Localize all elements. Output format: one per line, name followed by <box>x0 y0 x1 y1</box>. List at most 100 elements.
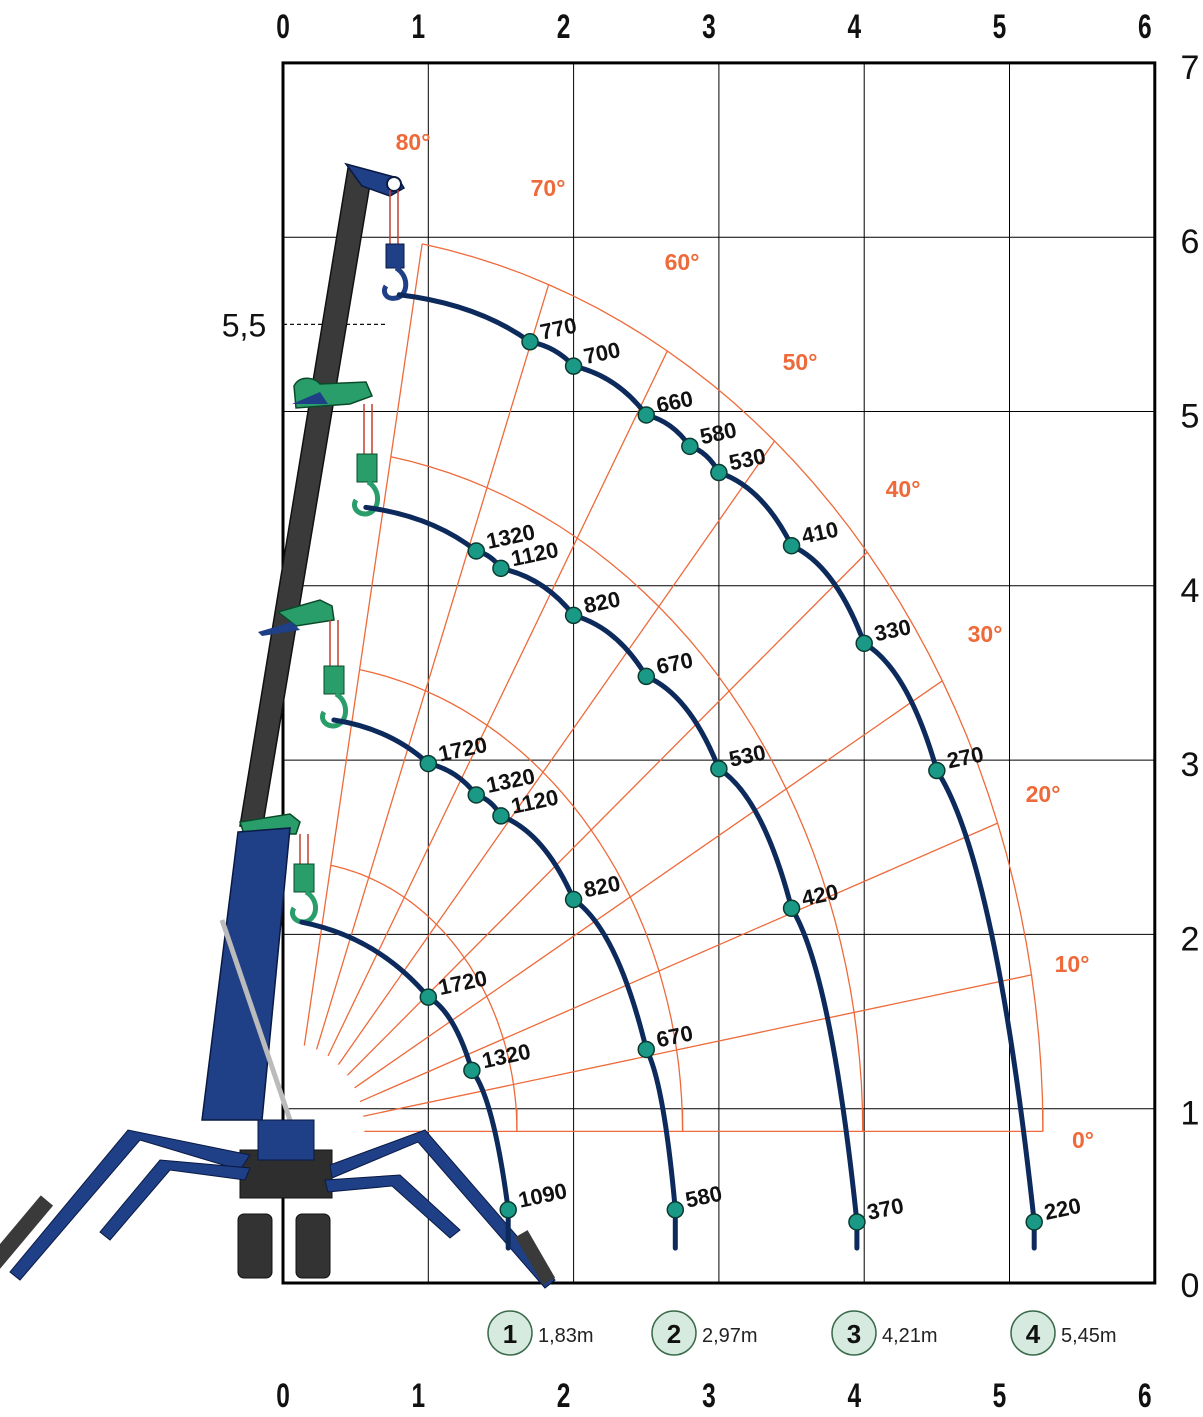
load-label: 820 <box>581 586 622 618</box>
load-label: 1720 <box>436 965 489 1000</box>
angle-label: 20° <box>1026 781 1061 807</box>
config-badge-number: 2 <box>667 1319 681 1349</box>
load-point <box>499 1201 517 1219</box>
load-point <box>492 807 510 825</box>
chart-grid <box>281 61 1157 1285</box>
y-tick: 1 <box>1181 1095 1200 1133</box>
x-tick-bottom: 1 <box>411 1377 425 1415</box>
config-badge-length: 4,21m <box>882 1325 938 1347</box>
config-badge <box>831 1310 877 1356</box>
angle-label: 0° <box>1072 1127 1094 1153</box>
load-point <box>521 333 539 351</box>
config-badge <box>1010 1310 1056 1356</box>
config-badge <box>651 1310 697 1356</box>
x-tick-top: 1 <box>411 8 425 46</box>
x-tick-bottom: 6 <box>1138 1377 1152 1415</box>
load-point <box>855 634 873 653</box>
load-point <box>928 761 946 780</box>
outrigger-right-rear <box>324 1174 461 1239</box>
chart-labels: 1720132010901720132011208206705801320112… <box>222 8 1200 1415</box>
load-label: 330 <box>872 614 913 646</box>
hook-3 <box>351 404 380 517</box>
load-point <box>637 667 655 686</box>
y-tick: 2 <box>1181 920 1200 958</box>
load-point <box>419 754 438 773</box>
y-tick: 4 <box>1181 572 1200 610</box>
hook-1 <box>289 834 318 925</box>
config-badge-number: 1 <box>503 1319 517 1349</box>
load-label: 1320 <box>480 1039 533 1074</box>
angle-fan <box>303 243 1044 1133</box>
load-curve-3 <box>363 504 860 1251</box>
angle-ray <box>337 440 776 1065</box>
pad-right <box>515 1230 556 1285</box>
x-tick-bottom: 2 <box>557 1377 571 1415</box>
load-label: 410 <box>799 517 840 549</box>
outrigger-left-front <box>9 1129 251 1281</box>
x-tick-top: 5 <box>993 8 1007 46</box>
track-left <box>237 1213 273 1279</box>
boom-head-3-bracket <box>292 392 328 404</box>
y-tick: 5 <box>1181 398 1200 436</box>
load-point <box>848 1213 866 1231</box>
x-tick-top: 2 <box>557 8 571 46</box>
load-label: 530 <box>727 443 768 475</box>
load-label: 580 <box>683 1181 724 1213</box>
angle-arc <box>422 243 1044 1132</box>
track-right <box>295 1213 331 1279</box>
config-badge-length: 2,97m <box>702 1325 758 1347</box>
pad-left <box>0 1195 54 1275</box>
load-label: 700 <box>581 337 622 369</box>
outrigger-left-rear <box>99 1159 251 1241</box>
angle-ray <box>359 822 998 1103</box>
angle-ray <box>315 284 550 1050</box>
load-label: 820 <box>581 870 622 902</box>
load-label: 1720 <box>436 732 489 767</box>
turret <box>257 1119 315 1161</box>
load-label: 660 <box>654 386 695 418</box>
load-label: 1090 <box>516 1178 569 1213</box>
x-tick-top: 0 <box>276 8 290 46</box>
x-tick-bottom: 5 <box>993 1377 1007 1415</box>
load-point <box>710 760 728 778</box>
load-point <box>710 463 728 482</box>
load-label: 770 <box>538 313 579 345</box>
boom-tip-sheave <box>386 176 402 192</box>
boom-cylinder <box>219 919 293 1121</box>
x-tick-top: 3 <box>702 8 716 46</box>
crane-illustration <box>0 162 556 1289</box>
config-badge <box>487 1310 533 1356</box>
y-tick: 7 <box>1181 49 1200 87</box>
load-label: 670 <box>654 647 695 679</box>
load-label: 530 <box>727 740 768 772</box>
boom-head-2-bracket <box>258 622 300 636</box>
angle-label: 80° <box>396 129 431 155</box>
config-badge-length: 1,83m <box>538 1325 594 1347</box>
boom-outer-section <box>239 167 373 831</box>
load-point <box>782 536 801 555</box>
angle-ray <box>363 974 1032 1117</box>
x-tick-top: 4 <box>847 8 861 46</box>
load-point <box>467 786 485 804</box>
load-label: 580 <box>698 417 739 449</box>
angle-label: 10° <box>1055 951 1090 977</box>
y-tick: 0 <box>1181 1267 1200 1305</box>
angle-label: 40° <box>886 476 921 502</box>
load-point <box>492 559 510 578</box>
x-tick-top: 6 <box>1138 8 1152 46</box>
x-tick-bottom: 0 <box>276 1377 290 1415</box>
config-badge-length: 5,45m <box>1061 1325 1117 1347</box>
x-tick-bottom: 4 <box>847 1377 861 1415</box>
load-point <box>564 606 583 625</box>
angle-ray <box>303 243 423 1046</box>
angle-label: 30° <box>968 621 1003 647</box>
config-badge-number: 4 <box>1026 1319 1041 1349</box>
load-curves <box>299 292 1043 1251</box>
x-tick-bottom: 3 <box>702 1377 716 1415</box>
load-point <box>564 890 583 909</box>
load-point <box>419 988 438 1006</box>
y-tick: 3 <box>1181 746 1200 784</box>
load-point <box>637 406 655 424</box>
load-point <box>1025 1213 1043 1231</box>
angle-ray <box>327 350 668 1057</box>
